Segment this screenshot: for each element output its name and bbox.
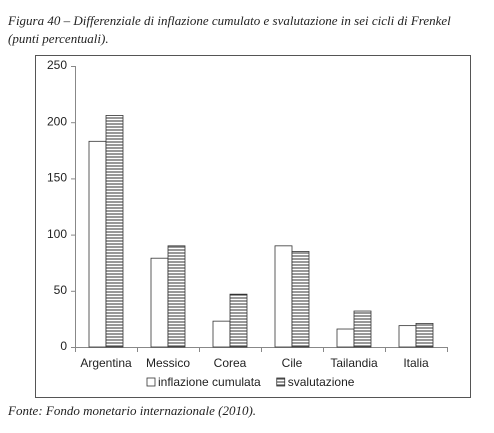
bar [150, 257, 169, 348]
x-tick-label: Cile [282, 356, 303, 370]
x-tick-label: Italia [403, 356, 429, 370]
y-tick-label: 0 [60, 339, 67, 353]
x-tick-label: Corea [214, 356, 247, 370]
source-note: Fonte: Fondo monetario internazionale (2… [8, 403, 257, 418]
chart-title: Figura 40 – Differenziale di inflazione … [8, 13, 451, 46]
bar [336, 328, 355, 348]
y-tick-label: 200 [47, 114, 67, 128]
x-tick-label: Argentina [80, 356, 132, 370]
x-tick-label: Messico [146, 356, 190, 370]
bar [398, 325, 417, 348]
bar [353, 310, 372, 348]
y-tick-label: 50 [54, 283, 68, 297]
legend-swatch [276, 377, 286, 387]
bar [88, 140, 107, 348]
legend-swatch [146, 377, 156, 387]
chart-frame [35, 55, 471, 398]
bar [415, 322, 434, 348]
x-tick-label: Tailandia [330, 356, 378, 370]
bar [229, 293, 248, 348]
bar [167, 245, 186, 348]
bar [212, 320, 231, 348]
y-tick-label: 250 [47, 58, 67, 72]
legend-label: svalutazione [288, 375, 355, 389]
bar [291, 251, 310, 348]
y-tick-label: 100 [47, 227, 67, 241]
y-tick-label: 150 [47, 171, 67, 185]
bar [105, 115, 124, 348]
bar [274, 245, 293, 348]
legend-label: inflazione cumulata [158, 375, 261, 389]
